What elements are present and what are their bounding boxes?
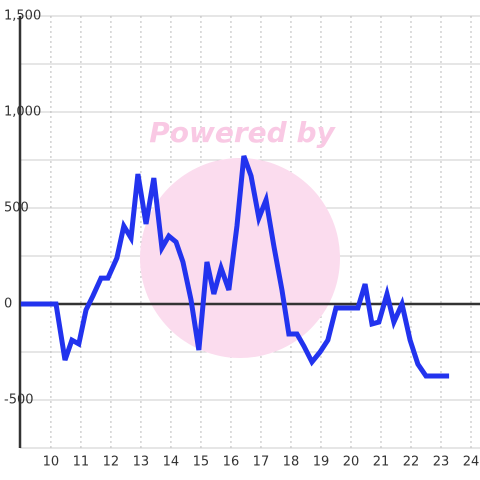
x-tick-label: 23: [433, 455, 450, 470]
x-tick-label: 20: [343, 455, 360, 470]
x-tick-label: 17: [253, 455, 270, 470]
y-tick-label: 500: [4, 201, 29, 216]
x-tick-label: 21: [373, 455, 390, 470]
x-tick-label: 11: [73, 455, 90, 470]
y-tick-label: 1,500: [4, 9, 41, 24]
y-tick-label: 1,000: [4, 105, 41, 120]
x-tick-label: 10: [43, 455, 60, 470]
watermark: Powered by: [149, 116, 336, 149]
x-tick-label: 19: [313, 455, 330, 470]
y-tick-label: 0: [4, 297, 12, 312]
x-tick-label: 16: [223, 455, 240, 470]
x-tick-label: 24: [463, 455, 480, 470]
x-tick-label: 13: [133, 455, 150, 470]
x-tick-label: 14: [163, 455, 180, 470]
x-tick-label: 22: [403, 455, 420, 470]
x-tick-label: 15: [193, 455, 210, 470]
x-tick-label: 12: [103, 455, 120, 470]
x-tick-label: 18: [283, 455, 300, 470]
data-line: [20, 155, 450, 379]
